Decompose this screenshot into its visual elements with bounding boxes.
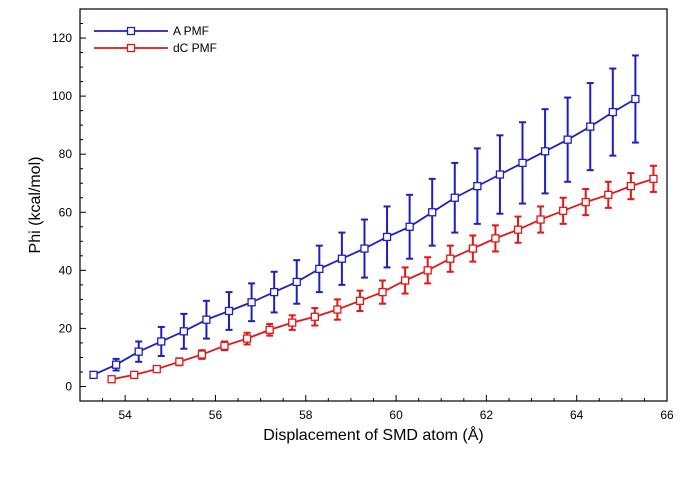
data-point <box>518 158 527 168</box>
series-line <box>111 178 654 381</box>
data-point <box>107 375 116 384</box>
y-axis-ticks: 0 20 40 60 80 100 120 <box>52 8 86 393</box>
legend-label: dC PMF <box>173 41 217 55</box>
data-point <box>604 190 613 199</box>
data-point <box>134 347 143 356</box>
data-point <box>292 277 301 287</box>
data-point <box>89 370 98 380</box>
data-point <box>270 287 279 297</box>
data-point <box>220 341 229 350</box>
x-tick-label: 60 <box>389 408 403 422</box>
data-point <box>428 208 437 217</box>
data-point <box>423 266 432 275</box>
data-point <box>473 181 482 191</box>
y-tick-label: 40 <box>59 263 73 277</box>
data-point <box>468 244 477 253</box>
data-point <box>130 370 139 380</box>
data-point <box>315 264 324 274</box>
data-point <box>563 135 572 144</box>
legend-marker <box>126 26 136 36</box>
series-dc-pmf <box>107 164 658 384</box>
data-point <box>157 337 166 346</box>
data-point <box>446 254 455 263</box>
data-point <box>649 174 658 184</box>
y-tick-label: 120 <box>52 31 72 45</box>
series-layer <box>89 54 658 384</box>
data-point <box>378 287 387 297</box>
y-tick-label: 80 <box>59 147 73 161</box>
y-tick-label: 0 <box>65 379 72 393</box>
data-point <box>360 244 369 253</box>
x-tick-label: 54 <box>118 408 132 422</box>
legend: A PMF dC PMF <box>94 24 217 55</box>
data-point <box>333 305 342 314</box>
data-point <box>152 364 161 374</box>
data-point <box>540 147 550 156</box>
data-point <box>175 357 184 366</box>
x-tick-label: 62 <box>480 408 494 422</box>
y-axis-label: Phi (kcal/mol) <box>27 157 44 254</box>
series-a-pmf <box>89 54 640 380</box>
data-point <box>631 94 640 104</box>
x-tick-label: 64 <box>570 408 584 422</box>
data-point <box>581 197 590 207</box>
data-point <box>513 225 523 234</box>
data-point <box>558 206 568 215</box>
data-point <box>197 350 207 359</box>
data-point <box>265 325 274 335</box>
data-point <box>247 298 256 307</box>
legend-item: dC PMF <box>94 41 217 55</box>
data-point <box>179 327 189 336</box>
legend-label: A PMF <box>173 24 209 38</box>
data-point <box>355 296 365 305</box>
data-point <box>310 312 319 321</box>
data-point <box>491 234 500 243</box>
x-tick-label: 58 <box>299 408 313 422</box>
x-tick-label: 66 <box>660 408 674 422</box>
data-point <box>626 181 636 191</box>
y-tick-label: 100 <box>52 89 72 103</box>
data-point <box>111 360 121 369</box>
data-point <box>586 122 595 131</box>
data-point <box>405 222 414 231</box>
data-point <box>337 254 347 263</box>
data-point <box>382 232 392 242</box>
legend-marker <box>126 43 136 53</box>
data-point <box>495 170 505 179</box>
data-point <box>288 318 297 327</box>
data-point <box>536 215 545 224</box>
y-tick-label: 60 <box>59 205 73 219</box>
data-point <box>608 107 617 117</box>
data-point <box>450 193 459 202</box>
data-point <box>202 315 211 324</box>
y-tick-label: 20 <box>59 321 73 335</box>
data-point <box>224 306 234 316</box>
x-axis-label: Displacement of SMD atom (Å) <box>263 425 484 444</box>
data-point <box>400 276 410 285</box>
x-tick-label: 56 <box>209 408 223 422</box>
x-axis-ticks: 54 56 58 60 62 64 66 <box>79 395 674 422</box>
data-point <box>242 334 252 343</box>
legend-item: A PMF <box>94 24 209 38</box>
